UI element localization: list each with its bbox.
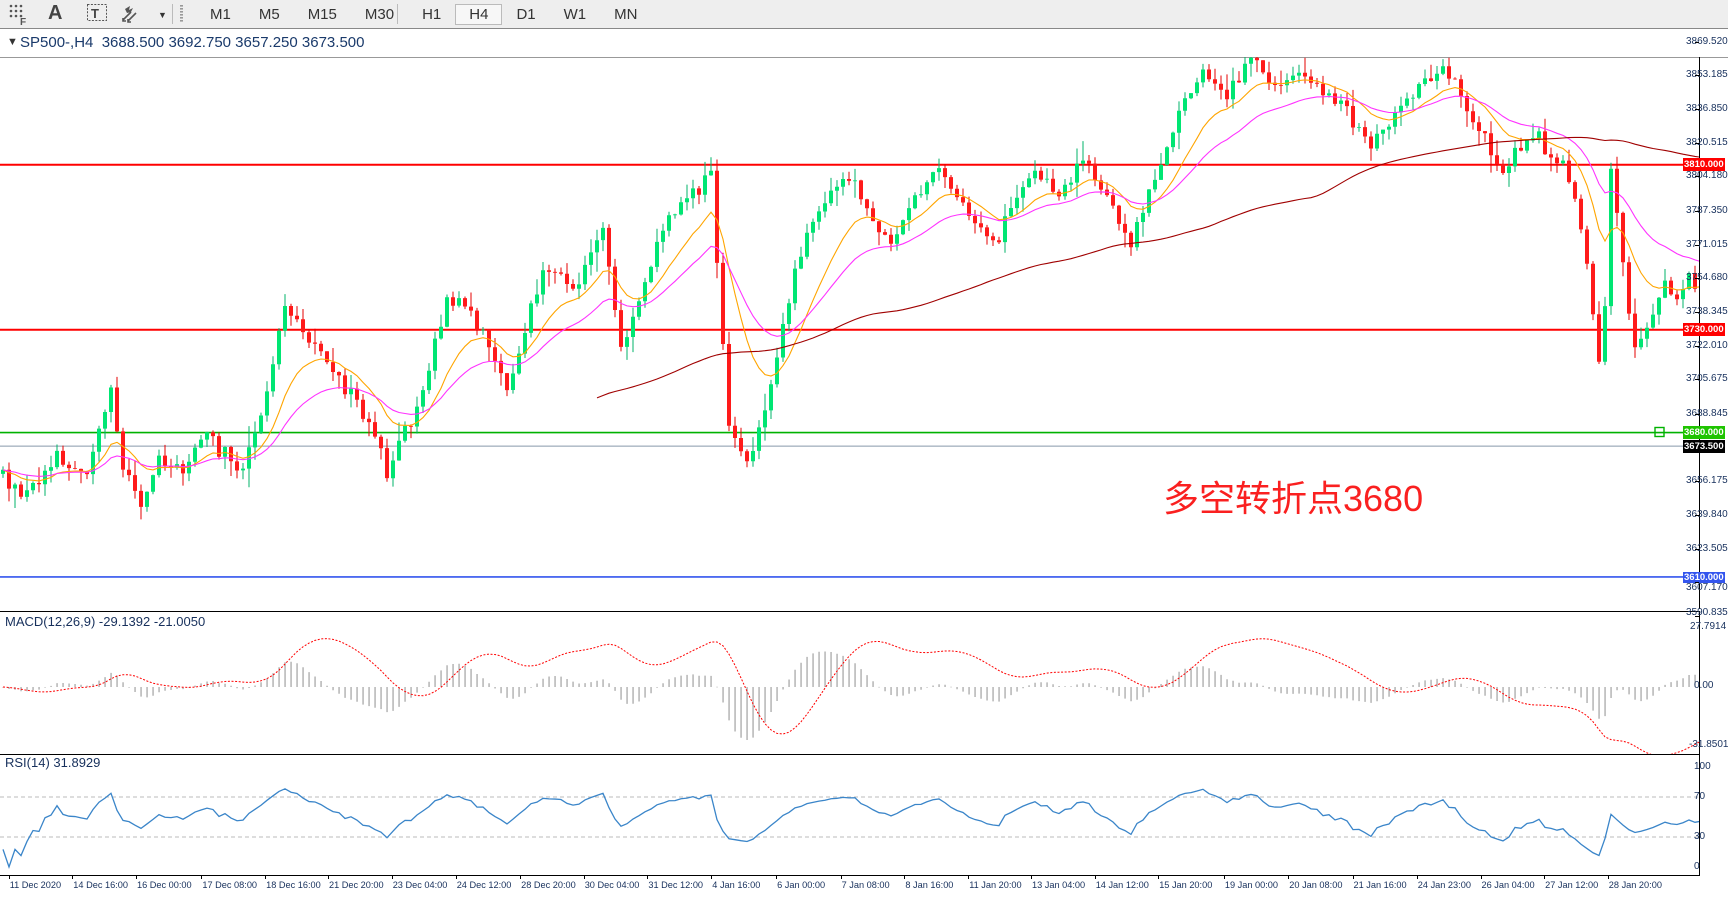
svg-text:F: F: [20, 17, 26, 25]
svg-text:T: T: [91, 6, 99, 21]
